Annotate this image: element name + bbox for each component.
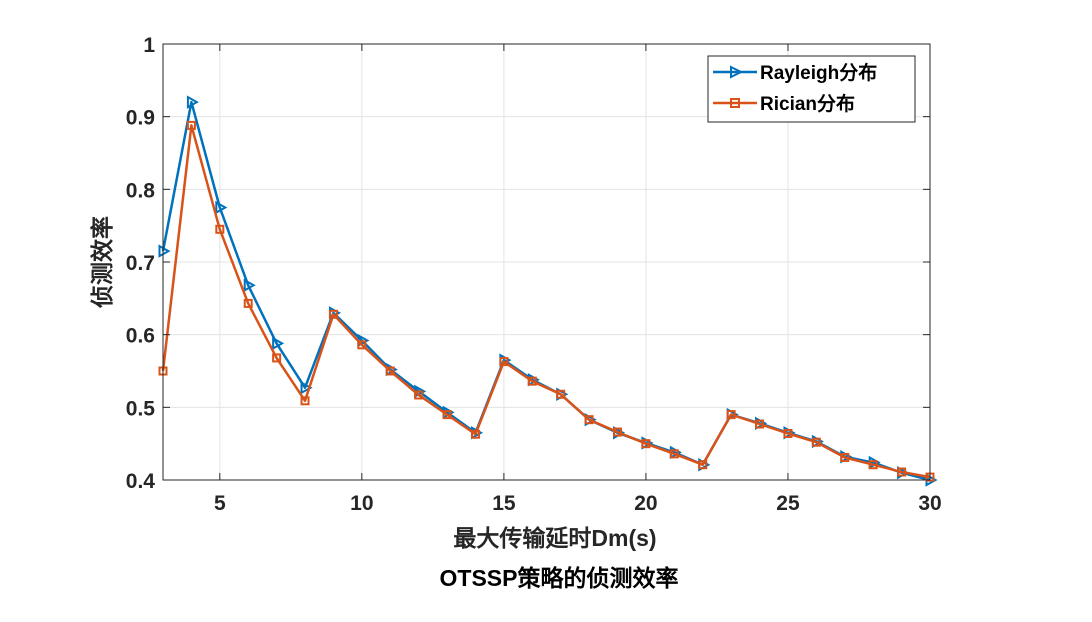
data-point [328, 309, 338, 319]
legend: Rayleigh分布 Rician分布 [707, 55, 916, 123]
legend-marker-rayleigh [730, 65, 744, 79]
data-point [186, 95, 199, 109]
data-point [556, 389, 566, 399]
legend-box [707, 55, 916, 123]
legend-marker-rician [730, 98, 740, 108]
data-point [272, 336, 285, 351]
data-point [584, 415, 594, 425]
chart-title: OTSSP策略的侦测效率 [440, 565, 679, 591]
series-line [161, 124, 931, 479]
x-axis-title: 最大传输延时Dm(s) [453, 525, 656, 551]
x-tick-label: 15 [492, 492, 516, 515]
y-tick-label: 0.9 [126, 107, 155, 130]
ticks [163, 43, 931, 481]
legend-item-rician: Rician分布 [713, 92, 855, 115]
series-layer [158, 95, 938, 487]
data-point [442, 410, 452, 420]
data-point [300, 381, 313, 395]
y-tick-label: 0.6 [126, 325, 155, 348]
data-point [414, 390, 424, 400]
data-point [300, 396, 310, 406]
data-point [613, 427, 623, 437]
data-point [499, 357, 509, 367]
data-point [868, 460, 878, 470]
x-tick-label: 25 [776, 492, 800, 515]
series-rician [158, 120, 935, 482]
x-tick-labels: 5 10 15 20 25 30 [214, 492, 942, 515]
data-point [357, 340, 367, 350]
y-tick-label: 0.8 [126, 179, 156, 202]
y-tick-label: 0.7 [126, 252, 155, 275]
data-point [527, 376, 537, 386]
data-point [243, 298, 253, 308]
x-tick-label: 20 [634, 492, 657, 515]
y-tick-labels: 0.4 0.5 0.6 0.7 0.8 0.9 1 [126, 34, 156, 493]
data-point [186, 120, 196, 130]
data-point [215, 200, 228, 215]
data-point [215, 224, 225, 234]
x-tick-label: 30 [918, 492, 941, 515]
legend-item-rayleigh: Rayleigh分布 [713, 61, 877, 84]
y-tick-label: 0.4 [126, 470, 156, 493]
x-tick-label: 10 [350, 492, 373, 515]
data-point [470, 429, 480, 439]
data-point [385, 366, 395, 376]
data-point [698, 460, 708, 470]
data-point [669, 449, 679, 459]
data-point [641, 439, 651, 449]
legend-label-rayleigh: Rayleigh分布 [760, 61, 877, 84]
data-point [272, 353, 282, 363]
data-point [243, 278, 256, 292]
data-point [158, 244, 171, 258]
x-tick-label: 5 [214, 492, 226, 515]
y-axis-title: 侦测效率 [89, 216, 115, 308]
y-tick-label: 1 [143, 34, 155, 57]
data-point [755, 419, 765, 429]
data-point [897, 467, 907, 477]
legend-label-rician: Rician分布 [760, 92, 855, 115]
data-point [726, 410, 736, 420]
y-tick-label: 0.5 [126, 397, 156, 420]
data-point [783, 428, 793, 438]
data-point [811, 437, 821, 447]
data-point [840, 452, 850, 462]
